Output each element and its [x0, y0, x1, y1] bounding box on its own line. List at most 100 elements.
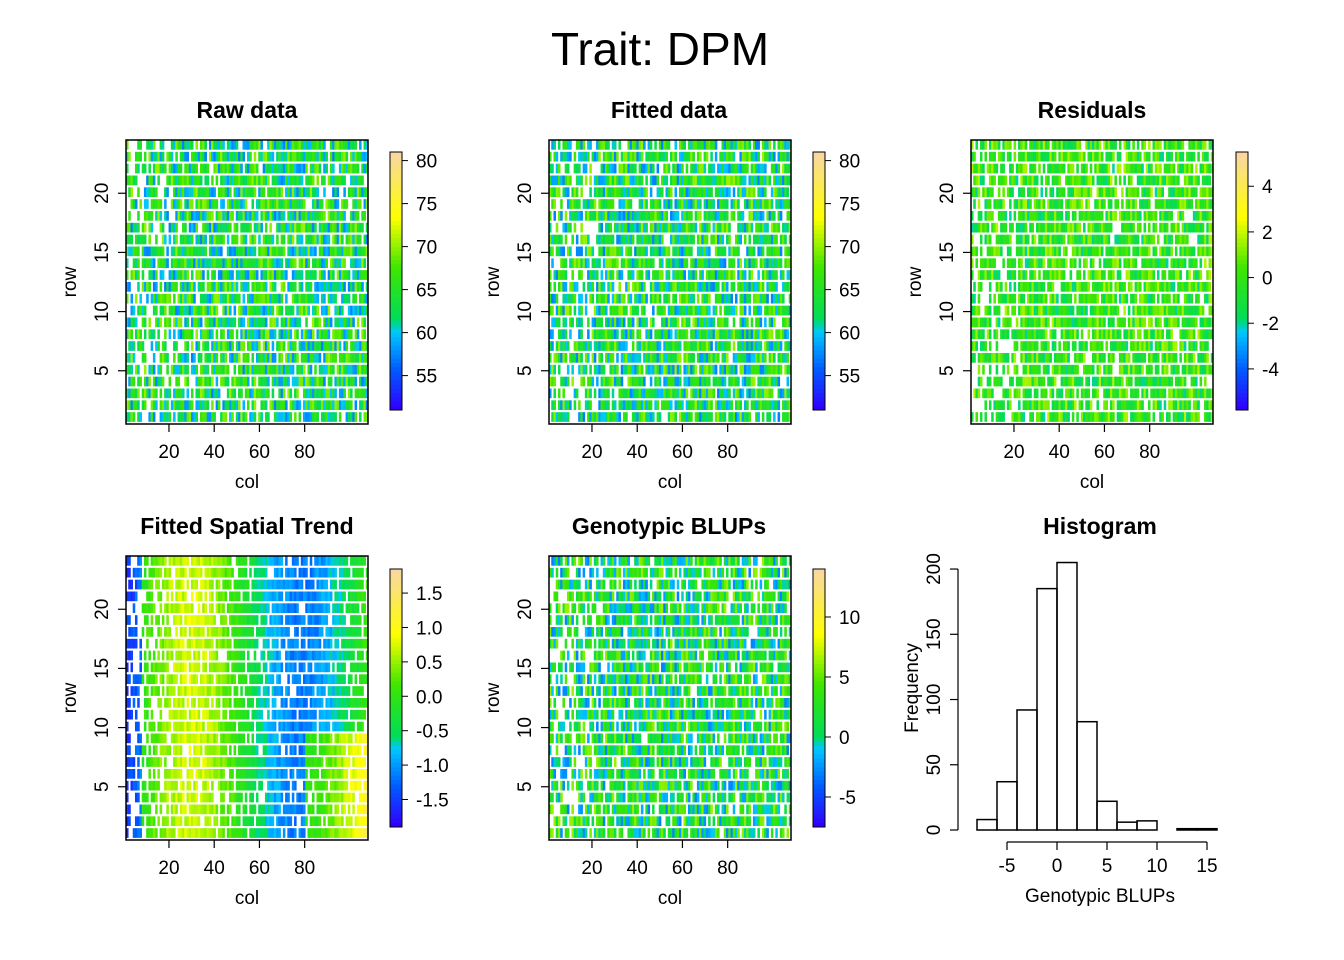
heatmap-cell — [683, 175, 686, 186]
heatmap-cell — [126, 246, 129, 257]
heatmap-cell — [350, 353, 353, 363]
heatmap-cell — [298, 364, 302, 375]
heatmap-cell — [296, 364, 299, 375]
heatmap-cell — [1049, 282, 1052, 292]
heatmap-cell — [307, 270, 311, 280]
heatmap-cell — [694, 282, 698, 292]
heatmap-cell — [354, 258, 358, 269]
heatmap-cell — [343, 211, 346, 221]
heatmap-cell — [240, 187, 243, 198]
heatmap-cell — [703, 234, 707, 245]
heatmap-cell — [600, 187, 604, 198]
heatmap-cell — [182, 270, 185, 280]
heatmap-cell — [625, 353, 628, 363]
heatmap-cell — [607, 400, 610, 411]
colorbar-segment — [813, 195, 825, 200]
heatmap-cell — [1047, 175, 1050, 186]
heatmap-cell — [356, 234, 360, 245]
heatmap-cell — [553, 234, 557, 245]
heatmap-cell — [979, 234, 983, 245]
heatmap-cell — [269, 317, 272, 328]
heatmap-cell — [1013, 305, 1017, 316]
heatmap-cell — [1035, 329, 1039, 340]
heatmap-cell — [569, 199, 572, 209]
heatmap-cell — [305, 376, 308, 387]
heatmap-cell — [305, 140, 308, 150]
heatmap-cell — [661, 211, 664, 221]
colorbar-segment — [390, 293, 402, 299]
heatmap-cell — [770, 282, 774, 292]
heatmap-cell — [672, 376, 675, 387]
heatmap-cell — [211, 175, 214, 186]
heatmap-cell — [206, 329, 210, 340]
heatmap-cell — [242, 258, 246, 269]
heatmap-cell — [982, 163, 985, 174]
heatmap-cell — [271, 341, 275, 351]
heatmap-cell — [723, 187, 727, 198]
heatmap-cell — [1040, 317, 1043, 328]
heatmap-cell — [710, 175, 713, 186]
heatmap-cell — [204, 305, 207, 316]
heatmap-cell — [222, 258, 225, 269]
heatmap-cell — [220, 376, 223, 387]
heatmap-cell — [168, 175, 172, 186]
heatmap-cell — [710, 412, 713, 422]
heatmap-cell — [638, 175, 642, 186]
colorbar-segment — [390, 242, 402, 247]
heatmap-cell — [224, 282, 228, 292]
heatmap-cell — [757, 175, 760, 186]
heatmap-cell — [638, 293, 642, 304]
heatmap-cell — [195, 400, 198, 411]
heatmap-cell — [267, 329, 270, 340]
heatmap-cell — [224, 175, 228, 186]
colorbar-segment — [390, 199, 402, 204]
heatmap-cell — [289, 211, 293, 221]
heatmap-cell — [217, 222, 221, 233]
heatmap-cell — [786, 163, 790, 174]
plot-frame — [125, 139, 369, 425]
heatmap-cell — [699, 341, 702, 351]
heatmap-cell — [775, 222, 778, 233]
heatmap-cell — [255, 175, 259, 186]
heatmap-cell — [264, 211, 268, 221]
heatmap-cell — [560, 199, 563, 209]
heatmap-cell — [238, 388, 241, 399]
heatmap-cell — [997, 376, 1001, 387]
heatmap-cell — [995, 282, 999, 292]
heatmap-cell — [215, 234, 219, 245]
heatmap-cell — [231, 329, 234, 340]
heatmap-cell — [634, 376, 637, 387]
heatmap-cell — [141, 388, 145, 399]
heatmap-cell — [596, 140, 599, 150]
colorbar-segment — [390, 250, 402, 256]
heatmap-cell — [309, 293, 313, 304]
heatmap-cell — [204, 199, 207, 209]
heatmap-cell — [1029, 364, 1032, 375]
heatmap-cell — [676, 329, 680, 340]
heatmap-cell — [562, 353, 565, 363]
heatmap-cell — [273, 364, 277, 375]
heatmap-cell — [665, 364, 669, 375]
heatmap-cell — [320, 412, 324, 422]
heatmap-cell — [683, 317, 686, 328]
heatmap-cell — [591, 353, 595, 363]
heatmap-cell — [578, 140, 581, 150]
heatmap-cell — [352, 270, 355, 280]
heatmap-cell — [703, 175, 707, 186]
heatmap-cell — [616, 246, 619, 257]
heatmap-cell — [701, 341, 704, 351]
heatmap-cell — [291, 211, 295, 221]
heatmap-cell — [988, 246, 992, 257]
heatmap-cell — [647, 364, 651, 375]
heatmap-cell — [685, 400, 689, 411]
heatmap-cell — [593, 151, 597, 162]
heatmap-cell — [354, 270, 358, 280]
heatmap-cell — [311, 246, 315, 257]
heatmap-cell — [739, 187, 742, 198]
heatmap-cell — [755, 175, 758, 186]
heatmap-cell — [636, 305, 639, 316]
heatmap-cell — [190, 140, 194, 150]
heatmap-cell — [993, 293, 996, 304]
heatmap-cell — [616, 187, 619, 198]
heatmap-cell — [329, 353, 333, 363]
